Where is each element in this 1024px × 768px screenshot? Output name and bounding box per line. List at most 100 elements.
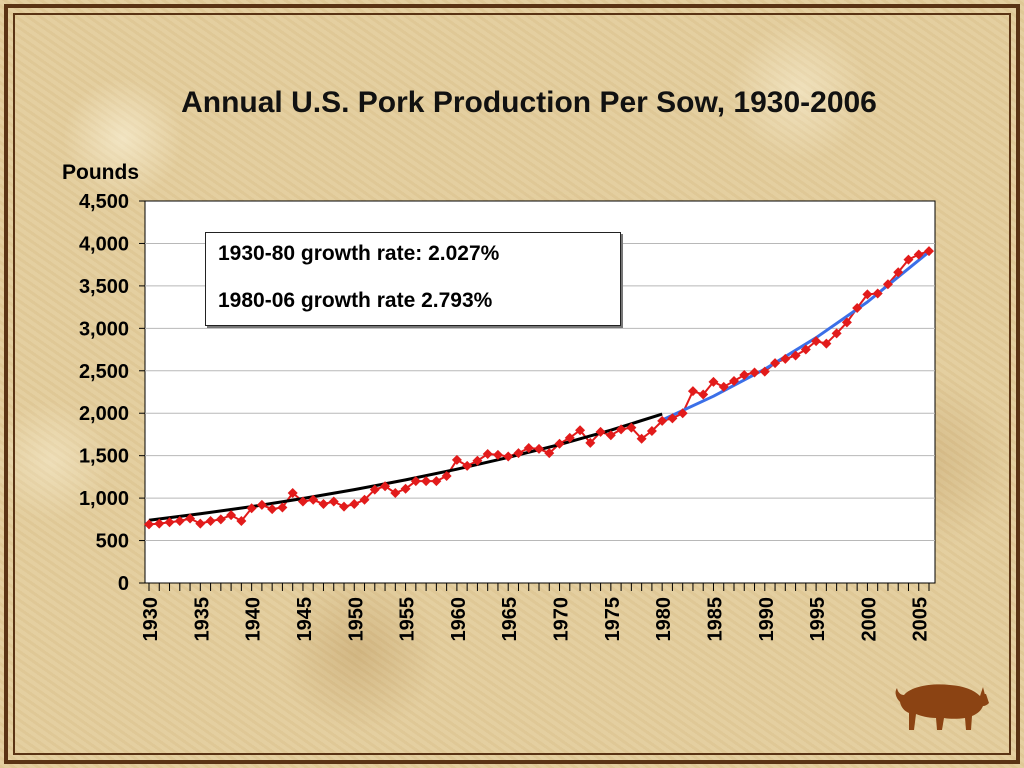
y-tick-label: 3,000 [79, 318, 129, 340]
data-point [297, 496, 308, 507]
data-point [780, 353, 791, 364]
y-axis-label: Pounds [62, 161, 139, 184]
data-point [687, 386, 698, 397]
data-point [369, 484, 380, 495]
data-point [616, 424, 627, 435]
x-tick-label: 2000 [858, 597, 880, 642]
y-tick-label: 2,000 [79, 403, 129, 425]
data-point [267, 504, 278, 515]
data-point [595, 426, 606, 437]
data-point [862, 289, 873, 300]
data-point [472, 455, 483, 466]
data-point [882, 279, 893, 290]
data-point [759, 366, 770, 377]
y-tick-label: 4,000 [79, 233, 129, 255]
data-point [657, 415, 668, 426]
x-tick-label: 1960 [448, 597, 470, 642]
data-point [893, 267, 904, 278]
data-point [739, 370, 750, 381]
data-point [667, 413, 678, 424]
data-point [205, 516, 216, 527]
y-tick-label: 4,500 [79, 191, 129, 213]
data-point [431, 476, 442, 487]
x-tick-label: 1975 [602, 597, 624, 642]
data-point [462, 460, 473, 471]
x-tick-label: 1950 [345, 597, 367, 642]
data-point [831, 328, 842, 339]
data-point [800, 344, 811, 355]
data-point [749, 367, 760, 378]
x-tick-label: 1930 [140, 597, 162, 642]
data-point [256, 499, 267, 510]
x-tick-label: 1985 [704, 597, 726, 642]
data-point [226, 510, 237, 521]
data-point [287, 488, 298, 499]
slide-frame-inner [13, 13, 1011, 755]
data-point [482, 448, 493, 459]
y-tick-label: 1,000 [79, 488, 129, 510]
data-point [544, 448, 555, 459]
growth-rate-annotation: 1930-80 growth rate: 2.027% 1980-06 grow… [205, 232, 621, 326]
data-point [605, 430, 616, 441]
data-point [451, 454, 462, 465]
data-point [523, 443, 534, 454]
annotation-1980-06: 1980-06 growth rate 2.793% [218, 289, 493, 312]
x-tick-label: 1995 [807, 597, 829, 642]
x-tick-label: 1935 [191, 597, 213, 642]
y-tick-label: 500 [96, 531, 129, 553]
data-point [564, 432, 575, 443]
data-point [718, 381, 729, 392]
trend-1930-80-line [148, 412, 663, 522]
data-point [410, 476, 421, 487]
data-point [534, 443, 544, 454]
data-point [646, 426, 657, 437]
data-point [246, 503, 257, 514]
data-point [677, 408, 688, 419]
x-tick-label: 1955 [397, 597, 419, 642]
annotation-1930-80: 1930-80 growth rate: 2.027% [218, 242, 500, 265]
data-point [339, 501, 349, 512]
data-point [913, 249, 924, 260]
data-point [380, 481, 391, 492]
data-point [215, 514, 226, 525]
data-point [729, 375, 739, 386]
data-point [575, 425, 586, 436]
data-point [359, 494, 370, 505]
x-tick-label: 1945 [294, 597, 316, 642]
data-point [308, 494, 319, 505]
data-point [924, 246, 934, 257]
data-point [400, 483, 411, 494]
data-point [513, 448, 524, 459]
data-point [441, 471, 452, 482]
data-point [421, 476, 432, 487]
data-point [144, 519, 154, 530]
data-point [903, 254, 914, 265]
data-point [821, 338, 832, 349]
data-point [554, 438, 565, 449]
data-point [811, 336, 822, 347]
pig-icon [895, 684, 989, 730]
data-point [492, 449, 503, 460]
data-point [195, 518, 206, 529]
slide-frame-outer [4, 4, 1020, 764]
data-point [636, 433, 647, 444]
y-tick-label: 1,500 [79, 446, 129, 468]
data-point [277, 502, 288, 513]
data-point [328, 496, 339, 507]
data-point [790, 350, 801, 361]
x-tick-label: 1980 [653, 597, 675, 642]
data-point [503, 451, 514, 462]
data-point [164, 517, 175, 528]
data-point [349, 499, 360, 510]
x-tick-label: 2005 [910, 597, 932, 642]
data-point [585, 437, 596, 448]
x-tick-label: 1970 [551, 597, 573, 642]
data-point [698, 389, 709, 400]
y-tick-label: 3,500 [79, 276, 129, 298]
y-tick-label: 2,500 [79, 361, 129, 383]
data-point [852, 302, 863, 313]
data-point [236, 516, 247, 527]
data-point [154, 518, 165, 529]
x-tick-label: 1990 [756, 597, 778, 642]
